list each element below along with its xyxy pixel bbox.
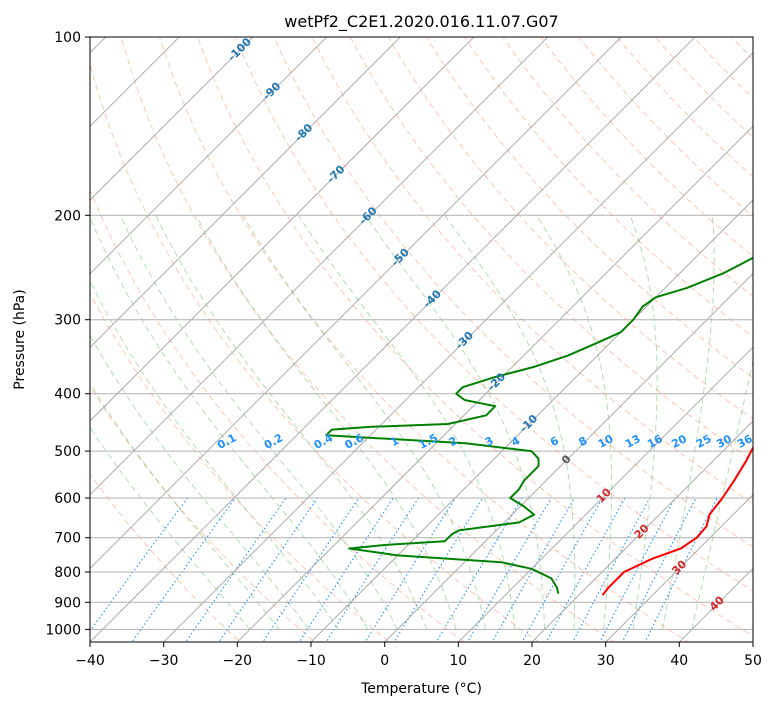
dry-adiabat — [540, 37, 753, 257]
y-tick-label: 900 — [54, 595, 81, 611]
dry-adiabat — [425, 37, 753, 379]
dry-adiabat — [90, 385, 316, 642]
mixing-ratio-label: 20 — [669, 432, 689, 451]
dry-adiabat — [197, 37, 753, 637]
y-tick-label: 400 — [54, 387, 81, 403]
isotherm-line — [90, 37, 549, 496]
y-tick-label: 200 — [54, 208, 81, 224]
moist-adiabat — [119, 215, 398, 630]
mixing-ratio-label: 13 — [623, 432, 643, 451]
isotherm-line — [90, 37, 622, 569]
isotherm-line — [90, 37, 401, 348]
dry-adiabat — [616, 37, 753, 178]
isotherm-line — [90, 37, 475, 422]
dry-adiabat — [387, 37, 753, 420]
moist-adiabat — [90, 334, 310, 630]
dry-adiabat — [235, 37, 753, 592]
y-tick-label: 100 — [54, 30, 81, 46]
mixing-ratio-line — [621, 497, 697, 642]
isotherm-line — [310, 199, 753, 642]
mixing-ratio-line — [572, 497, 651, 642]
isotherm-line — [90, 37, 696, 642]
mixing-ratio-line — [262, 497, 360, 642]
x-tick-label: 30 — [597, 653, 615, 669]
y-tick-label: 300 — [54, 313, 81, 329]
isotherm-line — [605, 494, 753, 642]
mixing-ratio-line — [545, 497, 626, 642]
isotherm-line — [384, 273, 753, 642]
mixing-ratio-label: 30 — [714, 432, 734, 451]
mixing-ratio-line — [90, 497, 189, 632]
dry-adiabat — [120, 37, 615, 642]
mixing-ratio-line — [393, 497, 483, 642]
x-tick-label: 10 — [449, 653, 467, 669]
y-tick-label: 800 — [54, 565, 81, 581]
mixing-ratio-line — [298, 497, 394, 642]
x-tick-label: 50 — [744, 653, 762, 669]
x-tick-label: −10 — [296, 653, 326, 669]
mixing-ratio-line — [644, 497, 718, 642]
temperature-profile-line — [601, 445, 753, 596]
isotherm-line — [163, 52, 753, 642]
isotherm-line — [457, 346, 753, 642]
mixing-ratio-label: 36 — [735, 432, 755, 451]
mixing-ratio-label: 10 — [596, 432, 616, 451]
dry-adiabat — [90, 62, 540, 642]
mixing-ratio-line — [218, 497, 318, 642]
dry-adiabat — [654, 37, 753, 139]
x-tick-label: 0 — [380, 653, 389, 669]
y-tick-label: 600 — [54, 491, 81, 507]
isotherm-line — [90, 37, 254, 201]
mixing-ratio-line — [364, 497, 456, 642]
x-tick-label: 20 — [523, 653, 541, 669]
moist-adiabat — [90, 280, 339, 630]
isotherm-line — [531, 420, 753, 642]
mixing-ratio-label: 25 — [694, 432, 714, 451]
mixing-ratio-line — [599, 497, 676, 642]
mixing-ratio-line — [521, 497, 603, 642]
y-axis-title: Pressure (hPa) — [12, 289, 28, 389]
x-tick-label: −20 — [223, 653, 253, 669]
dry-adiabat — [311, 37, 753, 505]
x-axis-title: Temperature (°C) — [360, 681, 482, 697]
dry-adiabat — [90, 188, 465, 642]
dry-adiabat — [578, 37, 753, 218]
y-tick-label: 500 — [54, 444, 81, 460]
mixing-ratio-label: 16 — [645, 432, 665, 451]
isotherm-line — [236, 125, 753, 642]
background-lines — [90, 37, 753, 642]
y-tick-label: 700 — [54, 531, 81, 547]
dry-adiabat — [159, 37, 689, 642]
x-tick-label: −30 — [149, 653, 179, 669]
dewpoint-profile-line — [325, 256, 753, 594]
axis-ticks: −40 −30 −20 −10 0 10 20 30 40 50 1000 900 800 700 600 5… — [45, 30, 762, 669]
isotherm-line — [90, 37, 328, 275]
series-group — [325, 256, 753, 596]
mixing-ratio-line — [325, 497, 419, 642]
chart-title: wetPf2_C2E1.2020.016.11.07.G07 — [284, 12, 558, 32]
x-tick-label: 40 — [670, 653, 688, 669]
x-tick-label: −40 — [75, 653, 105, 669]
plot-frame — [89, 36, 754, 643]
mixing-ratio-line — [491, 497, 575, 642]
moist-adiabat — [242, 215, 487, 630]
y-tick-label: 1000 — [45, 622, 81, 638]
dry-adiabat — [349, 37, 753, 462]
